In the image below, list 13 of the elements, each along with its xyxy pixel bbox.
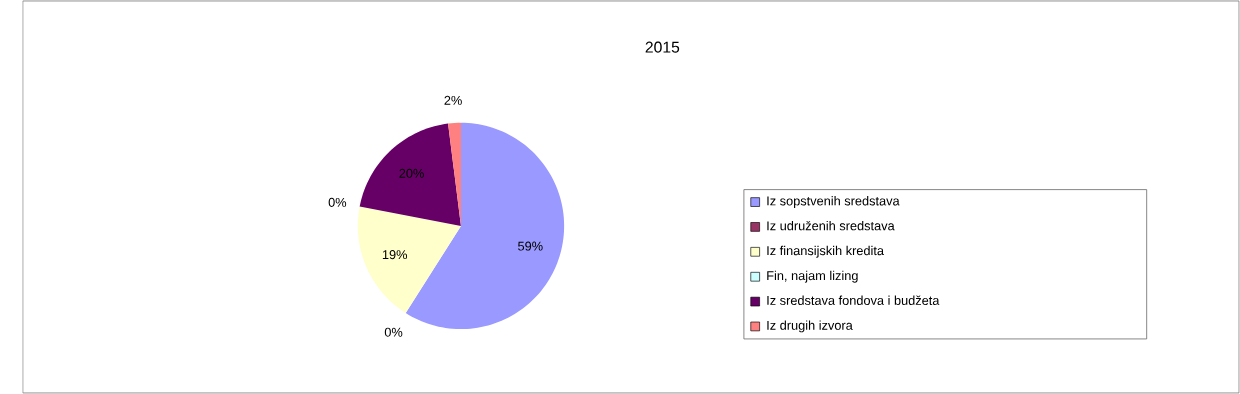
chart-title: 2015 xyxy=(645,41,680,53)
data-label: 20% xyxy=(399,168,424,178)
data-label: 59% xyxy=(518,241,543,251)
legend-label: Iz udruženih sredstava xyxy=(767,220,895,231)
legend-label: Iz sredstava fondova i budžeta xyxy=(767,295,940,306)
legend-label: Fin, najam lizing xyxy=(767,270,858,283)
legend-label: Iz finansijskih kredita xyxy=(767,245,885,258)
data-label: 2% xyxy=(444,95,462,105)
legend-label: Iz sopstvenih sredstava xyxy=(767,196,900,209)
legend-label: Iz drugih izvora xyxy=(767,320,853,333)
text: 0% xyxy=(384,327,403,337)
text: 0% xyxy=(328,197,347,207)
data-label: 19% xyxy=(382,250,408,260)
